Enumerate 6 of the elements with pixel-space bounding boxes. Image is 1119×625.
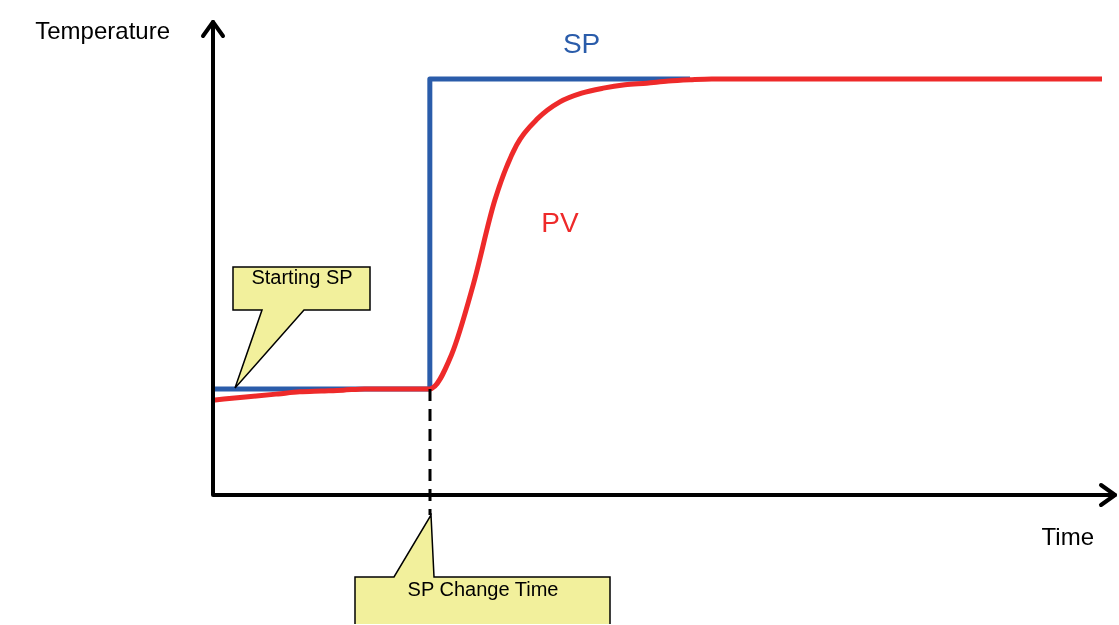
series-label: SP [562, 27, 601, 59]
annotation: Starting SP [250, 266, 354, 290]
text: SP Change Time [406, 578, 560, 602]
y-axis-title: Temperature [35, 16, 170, 44]
series-label: PV [541, 207, 579, 239]
x-axis-title: Time [1041, 522, 1094, 550]
